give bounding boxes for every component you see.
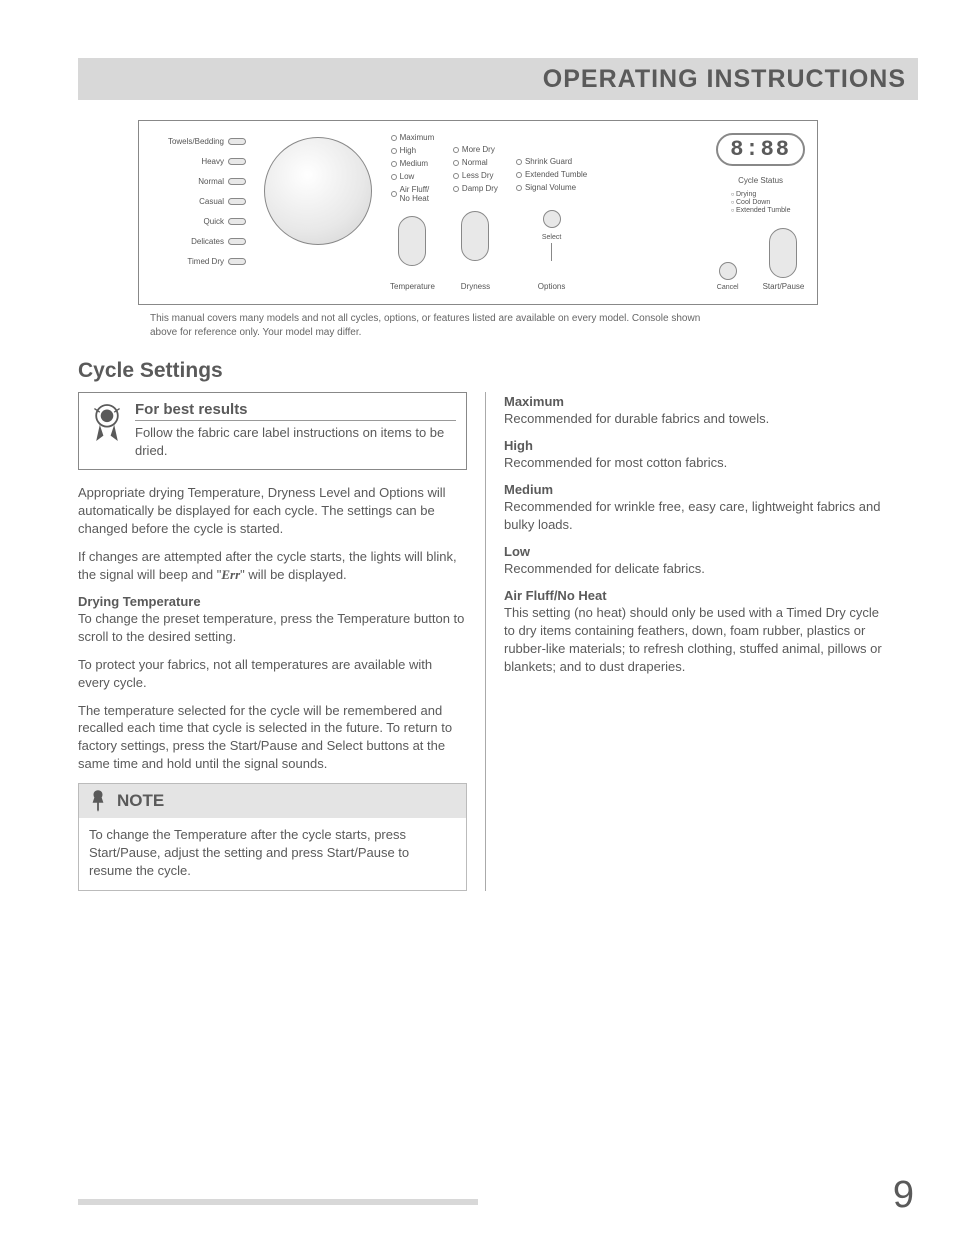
- intro-p2: If changes are attempted after the cycle…: [78, 548, 467, 584]
- note-header: NOTE: [79, 784, 466, 818]
- cycle-label: Normal: [198, 177, 224, 186]
- cycle-pill: [228, 158, 246, 165]
- start-pause-button: [769, 228, 797, 278]
- cycle-label: Quick: [204, 217, 224, 226]
- drying-temp-heading: Drying Temperature: [78, 594, 467, 609]
- left-column: For best results Follow the fabric care …: [78, 392, 485, 891]
- temp-medium: Medium Recommended for wrinkle free, eas…: [504, 482, 892, 534]
- note-box: NOTE To change the Temperature after the…: [78, 783, 467, 891]
- control-panel-diagram: Towels/Bedding Heavy Normal Casual Quick…: [138, 120, 818, 305]
- select-button: [543, 210, 561, 228]
- time-display: 8:88: [716, 133, 805, 166]
- cycle-pill: [228, 218, 246, 225]
- cycle-label: Timed Dry: [187, 257, 224, 266]
- temperature-button: [398, 216, 426, 266]
- drying-p1: To change the preset temperature, press …: [78, 610, 467, 646]
- drying-p3: The temperature selected for the cycle w…: [78, 702, 467, 774]
- dryness-column: More Dry Normal Less Dry Damp Dry Drynes…: [453, 131, 498, 291]
- cycle-pill: [228, 178, 246, 185]
- footer-bar: [78, 1199, 478, 1205]
- cycle-pill: [228, 238, 246, 245]
- temp-high: High Recommended for most cotton fabrics…: [504, 438, 892, 472]
- display-column: 8:88 Cycle Status Drying Cool Down Exten…: [716, 131, 805, 291]
- pushpin-icon: [89, 790, 107, 812]
- temperature-label: Temperature: [390, 282, 435, 291]
- callout-title: For best results: [135, 401, 456, 421]
- cycle-dial: [264, 137, 372, 245]
- right-column: Maximum Recommended for durable fabrics …: [485, 392, 892, 891]
- cycle-label: Delicates: [191, 237, 224, 246]
- cycle-pill: [228, 258, 246, 265]
- best-results-callout: For best results Follow the fabric care …: [78, 392, 467, 470]
- content-columns: For best results Follow the fabric care …: [78, 392, 916, 891]
- cycle-label: Towels/Bedding: [168, 137, 224, 146]
- page-title: OPERATING INSTRUCTIONS: [543, 65, 906, 94]
- header-bar: OPERATING INSTRUCTIONS: [78, 58, 918, 100]
- ribbon-icon: [89, 401, 125, 445]
- drying-p2: To protect your fabrics, not all tempera…: [78, 656, 467, 692]
- note-title: NOTE: [117, 791, 164, 811]
- temp-low: Low Recommended for delicate fabrics.: [504, 544, 892, 578]
- cycle-label: Heavy: [201, 157, 224, 166]
- cycle-list: Towels/Bedding Heavy Normal Casual Quick…: [151, 131, 246, 294]
- diagram-footnote: This manual covers many models and not a…: [150, 312, 710, 340]
- temp-airfluff: Air Fluff/No Heat This setting (no heat)…: [504, 588, 892, 676]
- dryness-button: [461, 211, 489, 261]
- section-title: Cycle Settings: [78, 359, 223, 383]
- note-body: To change the Temperature after the cycl…: [79, 818, 466, 890]
- dryness-label: Dryness: [461, 282, 490, 291]
- callout-body: Follow the fabric care label instruction…: [135, 424, 456, 459]
- cancel-button: [719, 262, 737, 280]
- page-number: 9: [893, 1174, 914, 1217]
- intro-p1: Appropriate drying Temperature, Dryness …: [78, 484, 467, 538]
- cycle-label: Casual: [199, 197, 224, 206]
- temp-maximum: Maximum Recommended for durable fabrics …: [504, 394, 892, 428]
- cycle-pill: [228, 138, 246, 145]
- options-column: Shrink Guard Extended Tumble Signal Volu…: [516, 131, 587, 291]
- cycle-pill: [228, 198, 246, 205]
- temperature-column: Maximum High Medium Low Air Fluff/ No He…: [390, 131, 435, 291]
- options-label: Options: [538, 282, 566, 291]
